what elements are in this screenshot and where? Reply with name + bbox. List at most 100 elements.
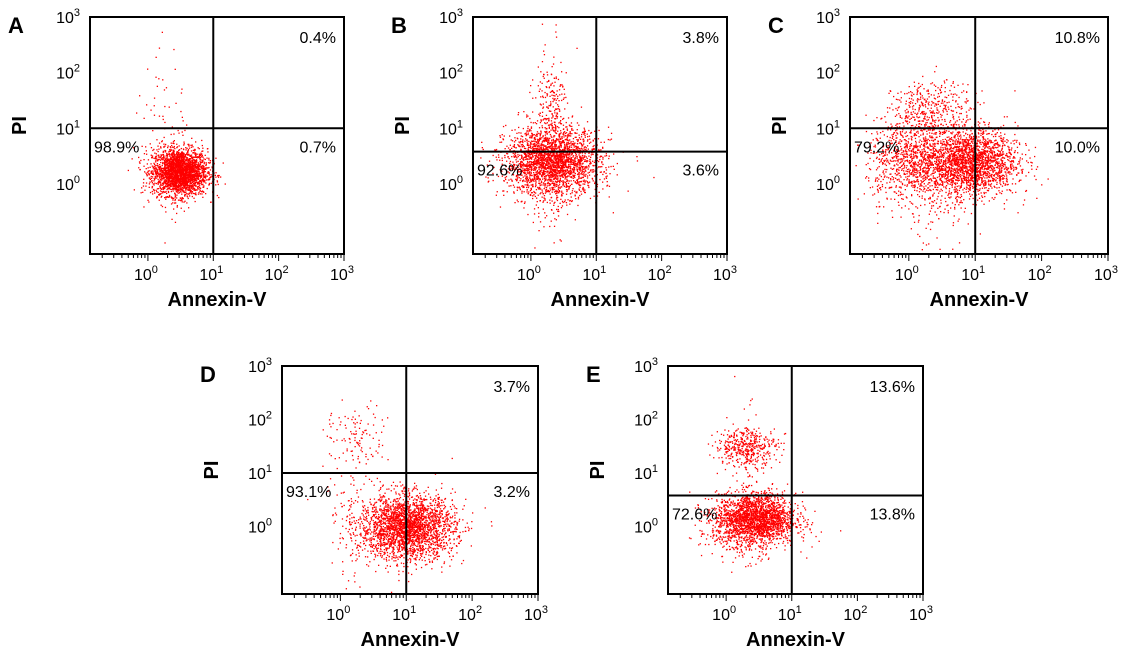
scatter-point xyxy=(535,133,538,136)
scatter-point xyxy=(557,189,560,191)
scatter-point xyxy=(565,173,567,175)
scatter-point xyxy=(177,156,179,159)
scatter-point xyxy=(192,152,194,154)
scatter-point xyxy=(544,170,546,172)
scatter-point xyxy=(542,164,544,166)
scatter-point xyxy=(536,173,538,175)
scatter-point xyxy=(194,148,196,151)
scatter-point xyxy=(588,166,590,168)
scatter-point xyxy=(574,190,576,192)
scatter-point xyxy=(599,178,601,181)
scatter-point xyxy=(172,163,174,166)
scatter-point xyxy=(588,142,591,144)
scatter-point xyxy=(587,185,590,187)
scatter-point xyxy=(174,194,176,196)
scatter-point xyxy=(523,169,525,172)
scatter-point xyxy=(165,175,167,177)
scatter-point xyxy=(183,178,186,180)
scatter-point xyxy=(526,189,528,191)
scatter-point xyxy=(531,166,533,168)
scatter-point xyxy=(552,169,554,172)
scatter-point xyxy=(159,156,161,159)
scatter-point xyxy=(573,149,575,151)
scatter-point xyxy=(577,146,579,148)
scatter-point xyxy=(582,183,584,185)
scatter-point xyxy=(191,168,193,170)
scatter-point xyxy=(579,170,581,172)
scatter-point xyxy=(505,178,507,181)
scatter-point xyxy=(594,170,596,172)
scatter-point xyxy=(575,155,577,157)
scatter-point xyxy=(551,155,554,157)
scatter-point xyxy=(542,154,544,156)
scatter-point xyxy=(520,138,522,140)
scatter-point xyxy=(182,181,184,184)
scatter-point xyxy=(538,148,540,151)
scatter-point xyxy=(176,197,178,199)
scatter-point xyxy=(528,168,530,170)
scatter-point xyxy=(559,141,561,144)
scatter-point xyxy=(203,167,205,170)
scatter-point xyxy=(174,164,176,166)
scatter-point xyxy=(173,197,175,199)
scatter-point xyxy=(546,164,548,166)
scatter-point xyxy=(540,165,542,167)
scatter-point xyxy=(585,156,587,158)
scatter-point xyxy=(602,158,604,160)
scatter-point xyxy=(569,125,571,127)
scatter-point xyxy=(588,155,590,157)
scatter-point xyxy=(530,162,532,164)
scatter-point xyxy=(517,154,519,156)
scatter-point xyxy=(589,181,591,183)
scatter-point xyxy=(185,149,187,151)
scatter-point xyxy=(147,68,149,70)
scatter-point xyxy=(559,187,561,189)
scatter-point xyxy=(525,156,527,158)
scatter-point xyxy=(538,153,540,156)
scatter-point xyxy=(186,152,188,154)
scatter-point xyxy=(504,148,506,150)
scatter-point xyxy=(587,172,589,174)
scatter-point xyxy=(521,164,524,167)
scatter-point xyxy=(526,176,528,178)
scatter-point xyxy=(580,136,583,138)
scatter-point xyxy=(181,165,184,167)
scatter-point xyxy=(545,114,548,116)
scatter-point xyxy=(185,162,188,164)
scatter-point xyxy=(190,146,193,148)
scatter-point xyxy=(163,178,165,180)
scatter-point xyxy=(529,144,532,146)
scatter-point xyxy=(160,154,162,156)
scatter-point xyxy=(579,164,581,166)
scatter-point xyxy=(182,190,184,193)
scatter-point xyxy=(567,185,569,188)
scatter-point xyxy=(151,187,153,189)
scatter-point xyxy=(551,161,554,164)
scatter-point xyxy=(167,171,169,174)
scatter-point xyxy=(552,142,554,144)
scatter-point xyxy=(495,148,498,151)
scatter-point xyxy=(169,172,171,174)
scatter-point xyxy=(176,174,178,176)
scatter-point xyxy=(162,159,164,161)
scatter-point xyxy=(165,180,167,183)
scatter-point xyxy=(202,184,204,186)
scatter-point xyxy=(176,164,179,166)
scatter-point xyxy=(188,153,190,155)
scatter-point xyxy=(529,165,531,167)
scatter-point xyxy=(204,154,206,156)
scatter-point xyxy=(574,164,576,167)
scatter-point xyxy=(527,179,529,181)
scatter-point xyxy=(528,153,530,155)
scatter-point xyxy=(188,168,190,170)
scatter-point xyxy=(195,179,197,181)
scatter-point xyxy=(569,131,571,133)
scatter-point xyxy=(554,178,556,180)
scatter-point xyxy=(542,166,545,168)
scatter-point xyxy=(179,165,181,167)
scatter-point xyxy=(192,176,194,178)
scatter-point xyxy=(543,154,545,156)
scatter-point xyxy=(190,154,193,156)
scatter-point xyxy=(171,163,173,165)
scatter-point xyxy=(509,162,511,164)
